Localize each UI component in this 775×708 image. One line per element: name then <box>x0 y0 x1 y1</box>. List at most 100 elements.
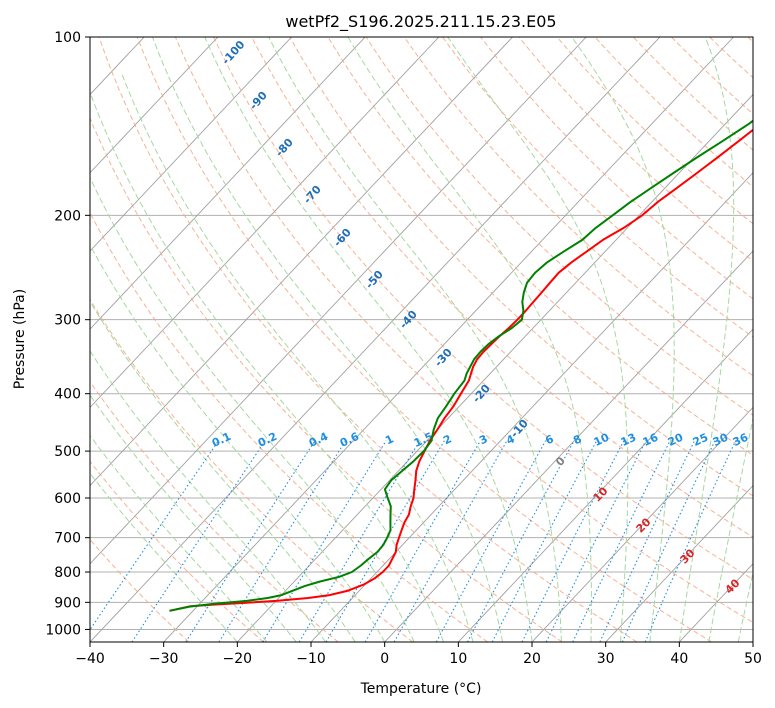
mixing-ratio-label: 13 <box>619 431 638 449</box>
mixing-ratio-line <box>131 440 266 642</box>
chart-title: wetPf2_S196.2025.211.15.23.E05 <box>285 12 556 32</box>
isotherm-line <box>384 250 753 642</box>
dry-adiabat-line <box>556 37 753 225</box>
x-tick-label: −10 <box>296 651 326 667</box>
moist-adiabat-line <box>90 394 297 642</box>
y-axis-label: Pressure (hPa) <box>12 289 28 389</box>
mixing-ratio-label: 16 <box>641 431 661 449</box>
isotherm-line <box>90 37 292 252</box>
x-tick-label: 50 <box>744 651 762 667</box>
mixing-ratio-label: 20 <box>666 431 686 449</box>
isotherm-line <box>90 37 661 642</box>
mixing-ratio-line <box>435 440 547 642</box>
mixing-ratio-label: 36 <box>731 431 751 449</box>
mixing-ratio-label: 25 <box>691 431 710 449</box>
x-tick-label: 0 <box>380 651 389 667</box>
y-tick-label: 700 <box>54 531 81 547</box>
x-tick-label: 40 <box>670 651 688 667</box>
mixing-ratio-line <box>325 440 445 642</box>
moist-adiabat-line <box>121 72 474 642</box>
y-tick-label: 300 <box>54 313 81 329</box>
isotherm-gridlines <box>90 37 753 642</box>
dry-adiabat-line <box>518 37 753 262</box>
mixing-ratio-line <box>218 440 347 642</box>
mixing-ratio-line <box>521 440 625 642</box>
dry-adiabat-line <box>289 37 753 497</box>
x-tick-label: −30 <box>149 651 179 667</box>
mixing-ratio-line <box>545 440 647 642</box>
moist-adiabat-line <box>90 350 327 642</box>
dry-adiabat-line <box>365 37 753 416</box>
plot-frame <box>89 36 754 643</box>
dry-adiabat-line <box>90 460 264 642</box>
dry-adiabat-line <box>174 37 753 623</box>
dry-adiabat-line <box>90 116 563 642</box>
isotherm-line <box>90 37 219 174</box>
isotherm-line <box>605 484 753 642</box>
mixing-ratio-label: 10 <box>592 431 612 449</box>
mixing-ratio-label: 30 <box>711 431 731 449</box>
x-tick-label: −20 <box>223 651 253 667</box>
mixing-ratio-line <box>90 440 220 631</box>
y-tick-label: 100 <box>54 30 81 46</box>
temperature-profile-line <box>169 128 753 612</box>
mixing-ratio-line <box>298 440 421 642</box>
dry-adiabat-line <box>251 37 753 538</box>
mixing-ratio-line <box>393 440 508 642</box>
dry-adiabat-line <box>442 37 753 338</box>
moist-adiabat-line <box>268 37 562 642</box>
y-tick-label: 500 <box>54 444 81 460</box>
plot-area: -100-90-80-70-60-50-40-30-20-100.1 0.2 0.4… <box>90 37 753 642</box>
x-tick-label: 20 <box>523 651 541 667</box>
x-tick-label: 30 <box>597 651 615 667</box>
x-tick-label: −40 <box>75 651 105 667</box>
moist-adiabat-line <box>90 300 356 642</box>
dry-adiabats <box>90 37 753 642</box>
mixing-ratio-line <box>262 440 387 642</box>
isotherm-line <box>163 37 734 642</box>
moist-adiabat-line <box>347 37 592 642</box>
x-axis-label: Temperature (°C) <box>360 681 482 697</box>
isotherm-line <box>90 37 513 487</box>
dewpoint-profile-line <box>169 119 753 612</box>
dry-adiabat-line <box>632 37 753 151</box>
dry-adiabat-line <box>327 37 753 456</box>
y-tick-label: 200 <box>54 208 81 224</box>
mixing-ratio-line <box>644 440 737 642</box>
moist-adiabat-line <box>708 416 753 642</box>
moist-adiabat-line <box>90 434 268 642</box>
isotherm-line <box>236 93 753 642</box>
dry-adiabat-line <box>136 37 712 642</box>
y-tick-label: 400 <box>54 387 81 403</box>
isotherm-line <box>90 37 366 330</box>
y-axis-ticks: 1000 900 800 700 600 500 400 300 200 100 <box>45 30 90 638</box>
mixing-ratio-line <box>185 440 316 642</box>
moist-adiabat-line <box>151 37 503 642</box>
isotherm-line <box>531 406 753 642</box>
y-tick-label: 1000 <box>45 622 81 638</box>
moist-adiabat-line <box>90 94 445 642</box>
x-tick-label: 10 <box>449 651 467 667</box>
mixing-ratio-line <box>364 440 481 642</box>
dry-adiabat-line <box>90 538 190 642</box>
y-tick-label: 600 <box>54 491 81 507</box>
mixing-ratio-line <box>621 440 716 642</box>
dry-adiabat-line <box>213 37 753 580</box>
moist-adiabat-line <box>90 243 386 642</box>
dry-adiabat-line <box>98 37 638 642</box>
moist-adiabat-line <box>204 37 533 642</box>
moist-adiabat-line <box>571 37 675 642</box>
x-axis-ticks: −40 −30 −20 −10 0 10 20 30 40 50 <box>75 642 762 667</box>
isotherm-line <box>90 37 587 565</box>
moist-adiabats <box>90 37 753 642</box>
moist-adiabat-line <box>447 37 629 642</box>
moist-adiabat-line <box>678 37 735 642</box>
profile-series <box>169 119 753 612</box>
dry-adiabat-line <box>90 298 414 642</box>
y-tick-label: 800 <box>54 565 81 581</box>
isotherm-line <box>90 37 440 409</box>
mixing-ratio-lines <box>90 440 737 642</box>
dry-adiabat-line <box>403 37 753 377</box>
